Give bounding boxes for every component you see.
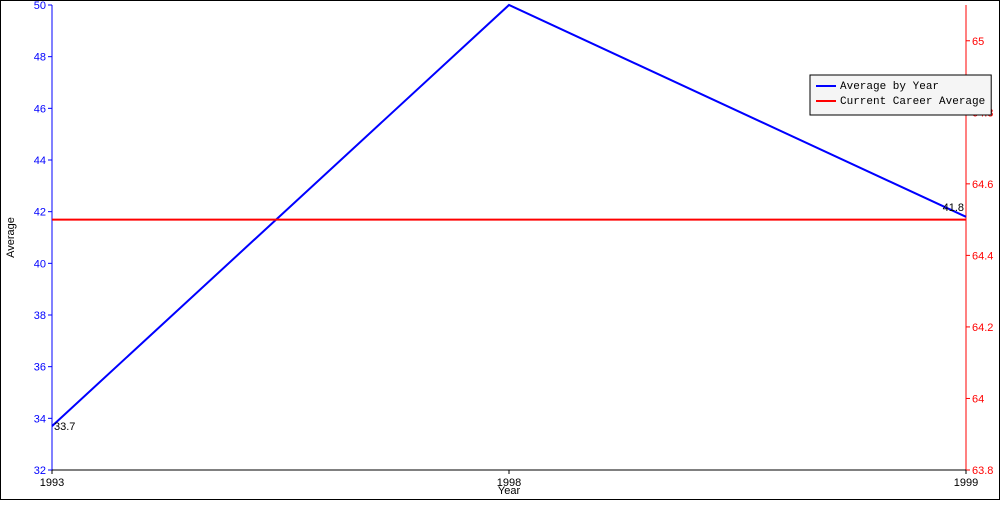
data-point-label: 50.0 (498, 0, 519, 2)
y-left-tick-label: 48 (34, 52, 46, 64)
y-right-tick-label: 64 (972, 393, 984, 405)
y-left-tick-label: 42 (34, 207, 46, 219)
y-right-tick-label: 65 (972, 36, 984, 48)
x-tick-label: 1993 (40, 477, 64, 489)
legend-label: Average by Year (840, 81, 939, 93)
y-right-tick-label: 64.2 (972, 322, 993, 334)
legend-label: Current Career Average (840, 96, 985, 108)
chart-container: 3234363840424446485063.86464.264.464.664… (0, 0, 1000, 500)
y-left-tick-label: 40 (34, 258, 46, 270)
y-axis-title: Average (5, 217, 17, 258)
data-point-label: 33.7 (54, 421, 75, 433)
y-right-tick-label: 63.8 (972, 465, 993, 477)
y-left-tick-label: 32 (34, 465, 46, 477)
y-left-tick-label: 36 (34, 362, 46, 374)
dual-axis-line-chart: 3234363840424446485063.86464.264.464.664… (0, 0, 1000, 500)
data-point-label: 41.8 (943, 202, 964, 214)
y-left-tick-label: 46 (34, 103, 46, 115)
y-left-tick-label: 34 (34, 413, 46, 425)
y-right-tick-label: 64.4 (972, 250, 993, 262)
y-right-tick-label: 64.6 (972, 179, 993, 191)
y-left-tick-label: 38 (34, 310, 46, 322)
x-tick-label: 1999 (954, 477, 978, 489)
y-left-tick-label: 50 (34, 0, 46, 12)
y-left-tick-label: 44 (34, 155, 46, 167)
x-axis-title: Year (498, 485, 521, 497)
